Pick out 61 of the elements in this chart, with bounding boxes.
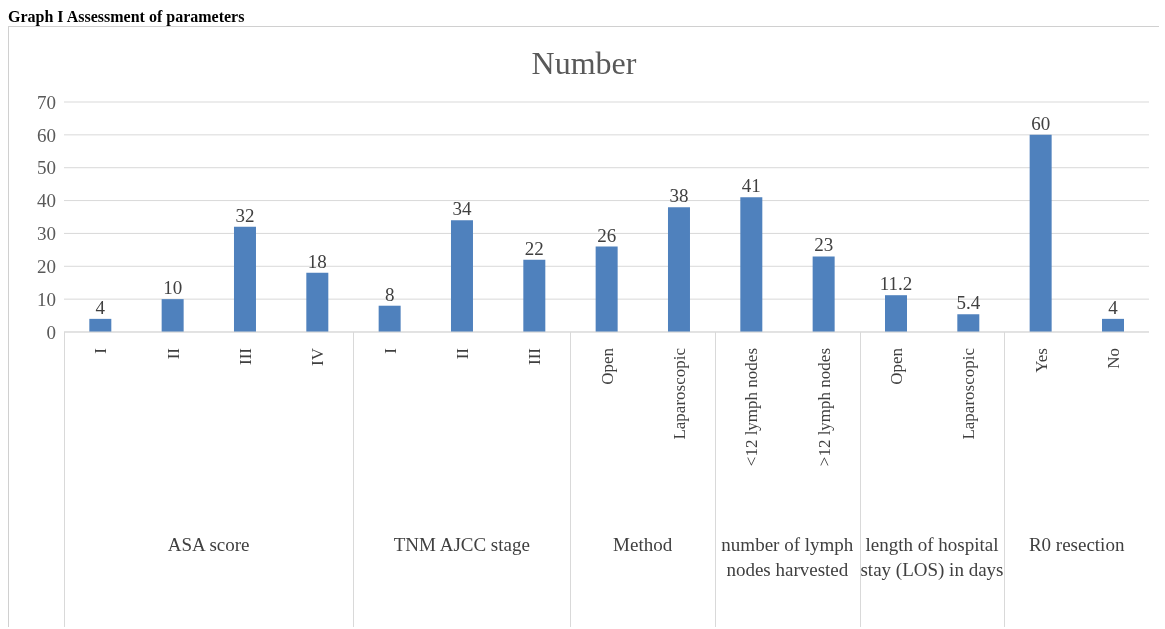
bar (667, 207, 690, 332)
data-label: 10 (163, 277, 183, 299)
x-tick-label: Yes (1031, 348, 1051, 373)
data-label: 4 (95, 296, 106, 318)
y-tick-label: 40 (37, 190, 56, 212)
x-tick-label: I (91, 347, 111, 354)
data-label: 18 (307, 250, 327, 272)
x-tick-label: I (380, 347, 400, 354)
bar (957, 314, 980, 332)
bar (812, 256, 835, 332)
y-tick-label: 50 (37, 157, 56, 179)
text: R0 resection (1027, 533, 1126, 557)
chart-title: Number (530, 45, 638, 82)
text: ASA score (166, 533, 251, 557)
bar (233, 226, 256, 332)
data-label: 4 (1108, 296, 1119, 318)
x-tick-label: II (452, 347, 472, 360)
text: Method (612, 533, 674, 557)
data-label: 22 (524, 237, 544, 259)
data-label: 5.4 (956, 292, 981, 314)
data-label: 23 (814, 234, 834, 256)
bar (740, 197, 763, 332)
x-tick-label: II (163, 347, 183, 360)
bar (1101, 318, 1124, 332)
x-tick-label: No (1103, 348, 1123, 369)
y-tick-label: 10 (37, 288, 56, 310)
bar (595, 246, 618, 332)
x-tick-label: III (235, 347, 255, 365)
bar (1029, 134, 1052, 332)
x-tick-label: Open (597, 347, 617, 385)
x-tick-label: <12 lymph nodes (742, 348, 762, 467)
text: number of lymph nodes harvested (720, 533, 855, 582)
y-tick-label: 30 (37, 223, 56, 245)
y-tick-label: 20 (37, 256, 56, 278)
text: TNM AJCC stage (392, 533, 531, 557)
y-tick-label: 60 (37, 124, 56, 146)
bar (161, 299, 184, 332)
bar (884, 295, 907, 332)
bar (523, 259, 546, 332)
x-tick-label: Laparoscopic (959, 347, 979, 440)
y-tick-label: 70 (37, 91, 56, 113)
x-tick-label: IV (308, 347, 328, 366)
bar (89, 318, 112, 332)
bar (450, 220, 473, 332)
x-tick-label: III (525, 347, 545, 365)
data-label: 60 (1031, 112, 1051, 134)
data-label: 26 (597, 224, 617, 246)
data-label: 38 (669, 185, 689, 207)
text: length of hospital stay (LOS) in days (859, 533, 1005, 582)
data-label: 34 (452, 198, 472, 220)
x-tick-label: Laparoscopic (669, 347, 689, 440)
x-tick-label: >12 lymph nodes (814, 348, 834, 467)
y-tick-label: 0 (46, 321, 56, 343)
data-label: 41 (741, 175, 761, 197)
data-label: 11.2 (879, 273, 913, 295)
bar (306, 272, 329, 332)
text: Graph I Assessment of parameters (8, 8, 246, 26)
bar (378, 305, 401, 332)
x-tick-label: Open (886, 347, 906, 385)
data-label: 32 (235, 204, 255, 226)
data-label: 8 (384, 283, 395, 305)
